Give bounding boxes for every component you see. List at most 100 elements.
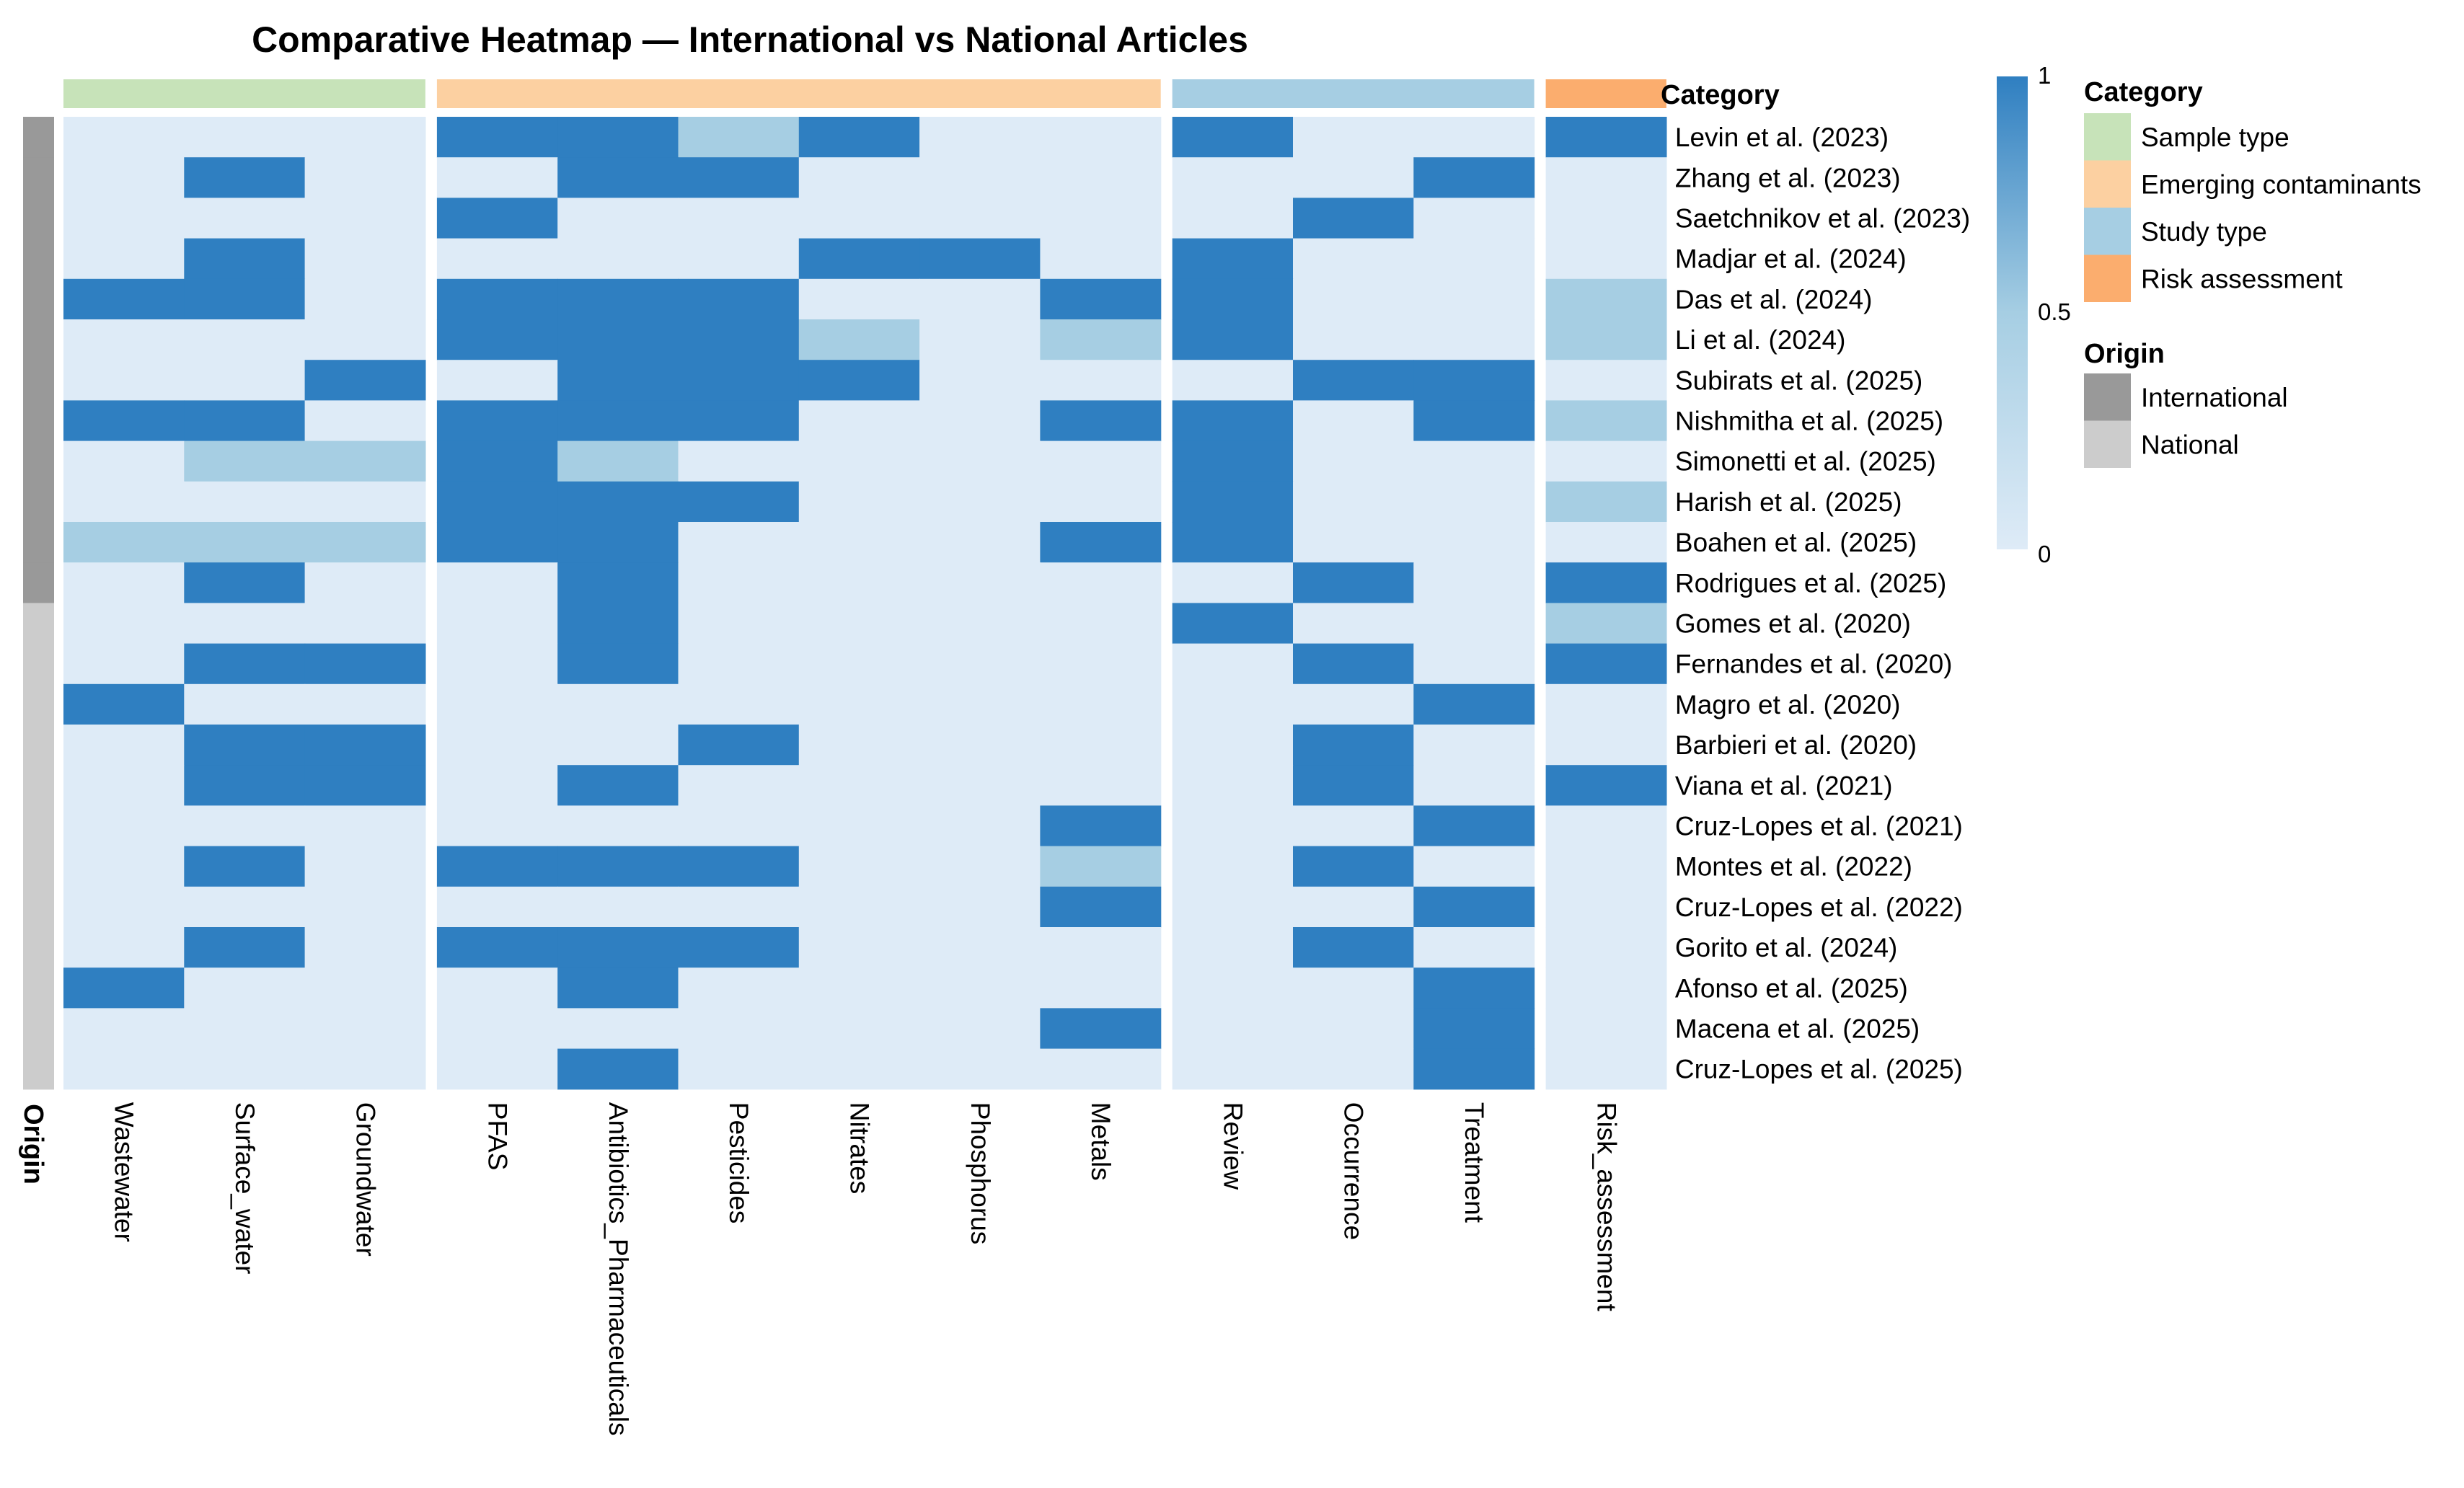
heatmap-cell bbox=[184, 117, 306, 158]
row-label: Harish et al. (2025) bbox=[1675, 487, 1902, 517]
heatmap-cell bbox=[798, 846, 920, 887]
heatmap-cell bbox=[1040, 886, 1162, 928]
heatmap-cell bbox=[678, 805, 800, 847]
origin-cell-national bbox=[23, 886, 54, 928]
legend-swatch-emerging-contaminants bbox=[2084, 160, 2131, 208]
heatmap-cell bbox=[557, 927, 679, 968]
heatmap-cell bbox=[304, 360, 426, 401]
row-label: Fernandes et al. (2020) bbox=[1675, 650, 1953, 679]
heatmap-cell bbox=[919, 400, 1041, 442]
heatmap-cell bbox=[63, 927, 185, 968]
heatmap-cell bbox=[798, 278, 920, 320]
heatmap-cell bbox=[436, 967, 558, 1009]
heatmap-cell bbox=[798, 765, 920, 806]
heatmap-cell bbox=[436, 886, 558, 928]
column-label: Metals bbox=[1086, 1102, 1116, 1181]
heatmap-cell bbox=[63, 198, 185, 239]
heatmap-cell bbox=[304, 400, 426, 442]
heatmap-cell bbox=[1545, 278, 1667, 320]
heatmap-cell bbox=[1172, 278, 1294, 320]
column-label: Phosphorus bbox=[966, 1102, 995, 1244]
heatmap-cell bbox=[1293, 319, 1414, 360]
heatmap-cell bbox=[1172, 1008, 1294, 1050]
heatmap-cell bbox=[919, 1008, 1041, 1050]
heatmap-cell bbox=[304, 562, 426, 603]
heatmap-cell bbox=[184, 725, 306, 766]
heatmap-cell bbox=[557, 846, 679, 887]
heatmap-cell bbox=[678, 440, 800, 482]
heatmap-cell bbox=[63, 725, 185, 766]
heatmap-cell bbox=[436, 440, 558, 482]
row-label: Cruz-Lopes et al. (2025) bbox=[1675, 1055, 1963, 1084]
heatmap-cell bbox=[304, 1008, 426, 1050]
row-label: Montes et al. (2022) bbox=[1675, 852, 1912, 882]
origin-cell-international bbox=[23, 522, 54, 563]
heatmap-cell bbox=[184, 846, 306, 887]
legend-swatch-national bbox=[2084, 420, 2131, 468]
heatmap-cell bbox=[1293, 481, 1414, 523]
heatmap-cell bbox=[1040, 643, 1162, 685]
heatmap-cell bbox=[304, 117, 426, 158]
heatmap-cell bbox=[1293, 198, 1414, 239]
legend-swatch-risk-assessment bbox=[2084, 254, 2131, 302]
heatmap-cell bbox=[1172, 157, 1294, 198]
heatmap-cell bbox=[1413, 440, 1535, 482]
row-label: Subirats et al. (2025) bbox=[1675, 366, 1922, 395]
heatmap-cell bbox=[557, 967, 679, 1009]
column-label: Wastewater bbox=[110, 1102, 139, 1242]
heatmap-cell bbox=[1545, 481, 1667, 523]
heatmap-cell bbox=[1172, 683, 1294, 725]
heatmap-cell bbox=[63, 440, 185, 482]
heatmap-cell bbox=[1545, 805, 1667, 847]
heatmap-cell bbox=[184, 278, 306, 320]
heatmap-cell bbox=[1413, 805, 1535, 847]
color-scale-bar bbox=[1997, 76, 2028, 549]
heatmap-cell bbox=[557, 440, 679, 482]
heatmap-cell bbox=[1413, 360, 1535, 401]
heatmap-cell bbox=[1413, 238, 1535, 280]
origin-cell-international bbox=[23, 360, 54, 401]
heatmap-cell bbox=[436, 765, 558, 806]
heatmap-cell bbox=[1172, 360, 1294, 401]
heatmap-cell bbox=[184, 400, 306, 442]
heatmap-cell bbox=[436, 481, 558, 523]
heatmap-cell bbox=[1293, 117, 1414, 158]
heatmap-cell bbox=[1040, 846, 1162, 887]
heatmap-cell bbox=[919, 603, 1041, 645]
heatmap-cell bbox=[1545, 319, 1667, 360]
row-label: Zhang et al. (2023) bbox=[1675, 163, 1901, 192]
heatmap-cell bbox=[798, 725, 920, 766]
heatmap-cell bbox=[798, 805, 920, 847]
category-annotation-label: Category bbox=[1661, 80, 1780, 110]
heatmap-cell bbox=[304, 198, 426, 239]
heatmap-cell bbox=[1172, 805, 1294, 847]
origin-cell-national bbox=[23, 725, 54, 766]
heatmap-cell bbox=[1040, 927, 1162, 968]
heatmap-cell bbox=[1545, 238, 1667, 280]
category-bar-study-type bbox=[1172, 79, 1535, 108]
heatmap-cell bbox=[919, 278, 1041, 320]
column-label: Risk_assessment bbox=[1591, 1102, 1621, 1312]
heatmap-cell bbox=[678, 927, 800, 968]
heatmap-cell bbox=[1040, 805, 1162, 847]
heatmap-cell bbox=[678, 278, 800, 320]
heatmap-cell bbox=[798, 522, 920, 563]
heatmap-cell bbox=[919, 522, 1041, 563]
heatmap-cell bbox=[1040, 603, 1162, 645]
legend-item-sample-type: Sample type bbox=[2141, 123, 2289, 152]
heatmap-cell bbox=[1545, 725, 1667, 766]
heatmap-cell bbox=[304, 765, 426, 806]
heatmap-cell bbox=[1545, 400, 1667, 442]
column-label: PFAS bbox=[483, 1102, 513, 1171]
row-label: Saetchnikov et al. (2023) bbox=[1675, 204, 1970, 234]
heatmap-cell bbox=[919, 846, 1041, 887]
heatmap-cell bbox=[557, 1008, 679, 1050]
legend-swatch-international bbox=[2084, 373, 2131, 421]
heatmap-cell bbox=[1413, 725, 1535, 766]
heatmap-cell bbox=[1293, 967, 1414, 1009]
origin-cell-international bbox=[23, 481, 54, 523]
heatmap-cell bbox=[304, 319, 426, 360]
heatmap-cell bbox=[1293, 683, 1414, 725]
heatmap-cell bbox=[436, 725, 558, 766]
column-label: Nitrates bbox=[844, 1102, 874, 1194]
